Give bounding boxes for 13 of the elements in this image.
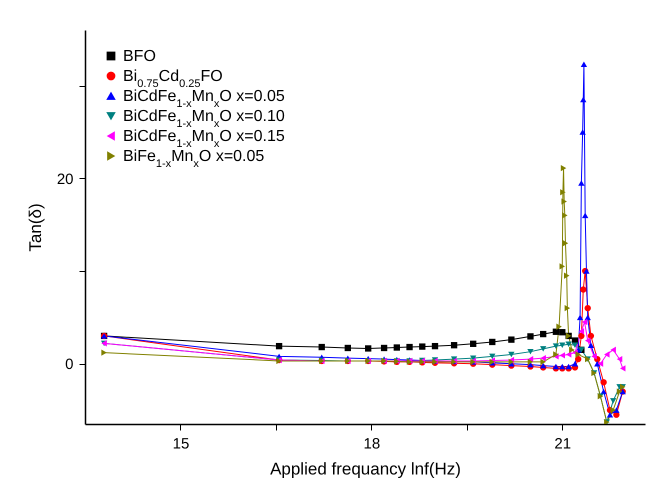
x-tick-label: 15 — [172, 436, 190, 452]
x-axis-title: Applied frequancy lnf(Hz) — [270, 460, 461, 478]
legend-label: BFO — [123, 48, 156, 65]
y-axis-title: Tan(δ) — [26, 203, 45, 252]
y-tick-label: 20 — [56, 170, 74, 188]
legend-label: BiCdFe$_{1-x}$Mn$_{x}$O x=0.15 — [123, 128, 285, 150]
legend-label: BiCdFe$_{1-x}$Mn$_{x}$O x=0.05 — [123, 88, 285, 110]
x-tick-label: 18 — [364, 436, 380, 452]
legend-label: BiFe$_{1-x}$Mn$_{x}$O x=0.05 — [123, 148, 264, 170]
y-tick-label: 0 — [65, 356, 74, 374]
legend-label: Bi$_{0.75}$Cd$_{0.25}$FO — [123, 68, 223, 90]
x-tick-label: 21 — [554, 436, 572, 452]
legend-label: BiCdFe$_{1-x}$Mn$_{x}$O x=0.10 — [123, 108, 285, 130]
